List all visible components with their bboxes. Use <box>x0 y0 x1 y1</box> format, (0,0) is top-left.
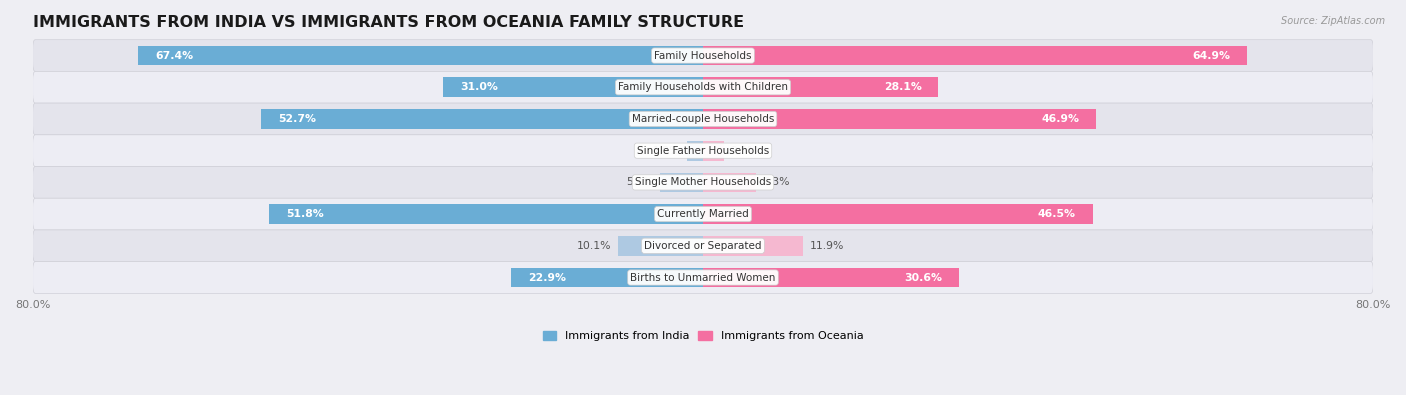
Bar <box>443 77 703 97</box>
Text: 1.9%: 1.9% <box>652 146 681 156</box>
Text: Source: ZipAtlas.com: Source: ZipAtlas.com <box>1281 16 1385 26</box>
Bar <box>703 236 803 256</box>
Text: 22.9%: 22.9% <box>527 273 565 282</box>
Bar <box>703 268 959 287</box>
Bar <box>619 236 703 256</box>
Text: Divorced or Separated: Divorced or Separated <box>644 241 762 251</box>
Bar <box>703 173 756 192</box>
FancyBboxPatch shape <box>32 40 1374 71</box>
FancyBboxPatch shape <box>32 230 1374 261</box>
FancyBboxPatch shape <box>32 71 1374 103</box>
Legend: Immigrants from India, Immigrants from Oceania: Immigrants from India, Immigrants from O… <box>538 327 868 346</box>
Bar <box>661 173 703 192</box>
Bar <box>269 204 703 224</box>
Text: 30.6%: 30.6% <box>904 273 942 282</box>
Text: 28.1%: 28.1% <box>884 82 922 92</box>
FancyBboxPatch shape <box>32 198 1374 230</box>
Bar <box>703 109 1095 129</box>
Text: Currently Married: Currently Married <box>657 209 749 219</box>
Text: 2.5%: 2.5% <box>731 146 758 156</box>
Text: Births to Unmarried Women: Births to Unmarried Women <box>630 273 776 282</box>
FancyBboxPatch shape <box>32 261 1374 293</box>
Text: 52.7%: 52.7% <box>278 114 316 124</box>
FancyBboxPatch shape <box>32 167 1374 198</box>
Bar <box>703 77 938 97</box>
Text: Single Mother Households: Single Mother Households <box>636 177 770 187</box>
Text: 67.4%: 67.4% <box>155 51 193 60</box>
Bar <box>688 141 703 160</box>
Bar <box>703 141 724 160</box>
Text: 5.1%: 5.1% <box>626 177 654 187</box>
Text: Married-couple Households: Married-couple Households <box>631 114 775 124</box>
Text: 6.3%: 6.3% <box>762 177 790 187</box>
Text: 11.9%: 11.9% <box>810 241 844 251</box>
Bar <box>703 46 1247 66</box>
Text: Family Households: Family Households <box>654 51 752 60</box>
Bar <box>703 204 1092 224</box>
Bar <box>512 268 703 287</box>
Text: Single Father Households: Single Father Households <box>637 146 769 156</box>
Text: 46.9%: 46.9% <box>1042 114 1080 124</box>
Bar <box>262 109 703 129</box>
Text: 31.0%: 31.0% <box>460 82 498 92</box>
Text: 64.9%: 64.9% <box>1192 51 1230 60</box>
Text: 51.8%: 51.8% <box>285 209 323 219</box>
Text: 10.1%: 10.1% <box>578 241 612 251</box>
Text: IMMIGRANTS FROM INDIA VS IMMIGRANTS FROM OCEANIA FAMILY STRUCTURE: IMMIGRANTS FROM INDIA VS IMMIGRANTS FROM… <box>32 15 744 30</box>
Bar <box>138 46 703 66</box>
Text: Family Households with Children: Family Households with Children <box>619 82 787 92</box>
FancyBboxPatch shape <box>32 135 1374 167</box>
Text: 46.5%: 46.5% <box>1038 209 1076 219</box>
FancyBboxPatch shape <box>32 103 1374 135</box>
